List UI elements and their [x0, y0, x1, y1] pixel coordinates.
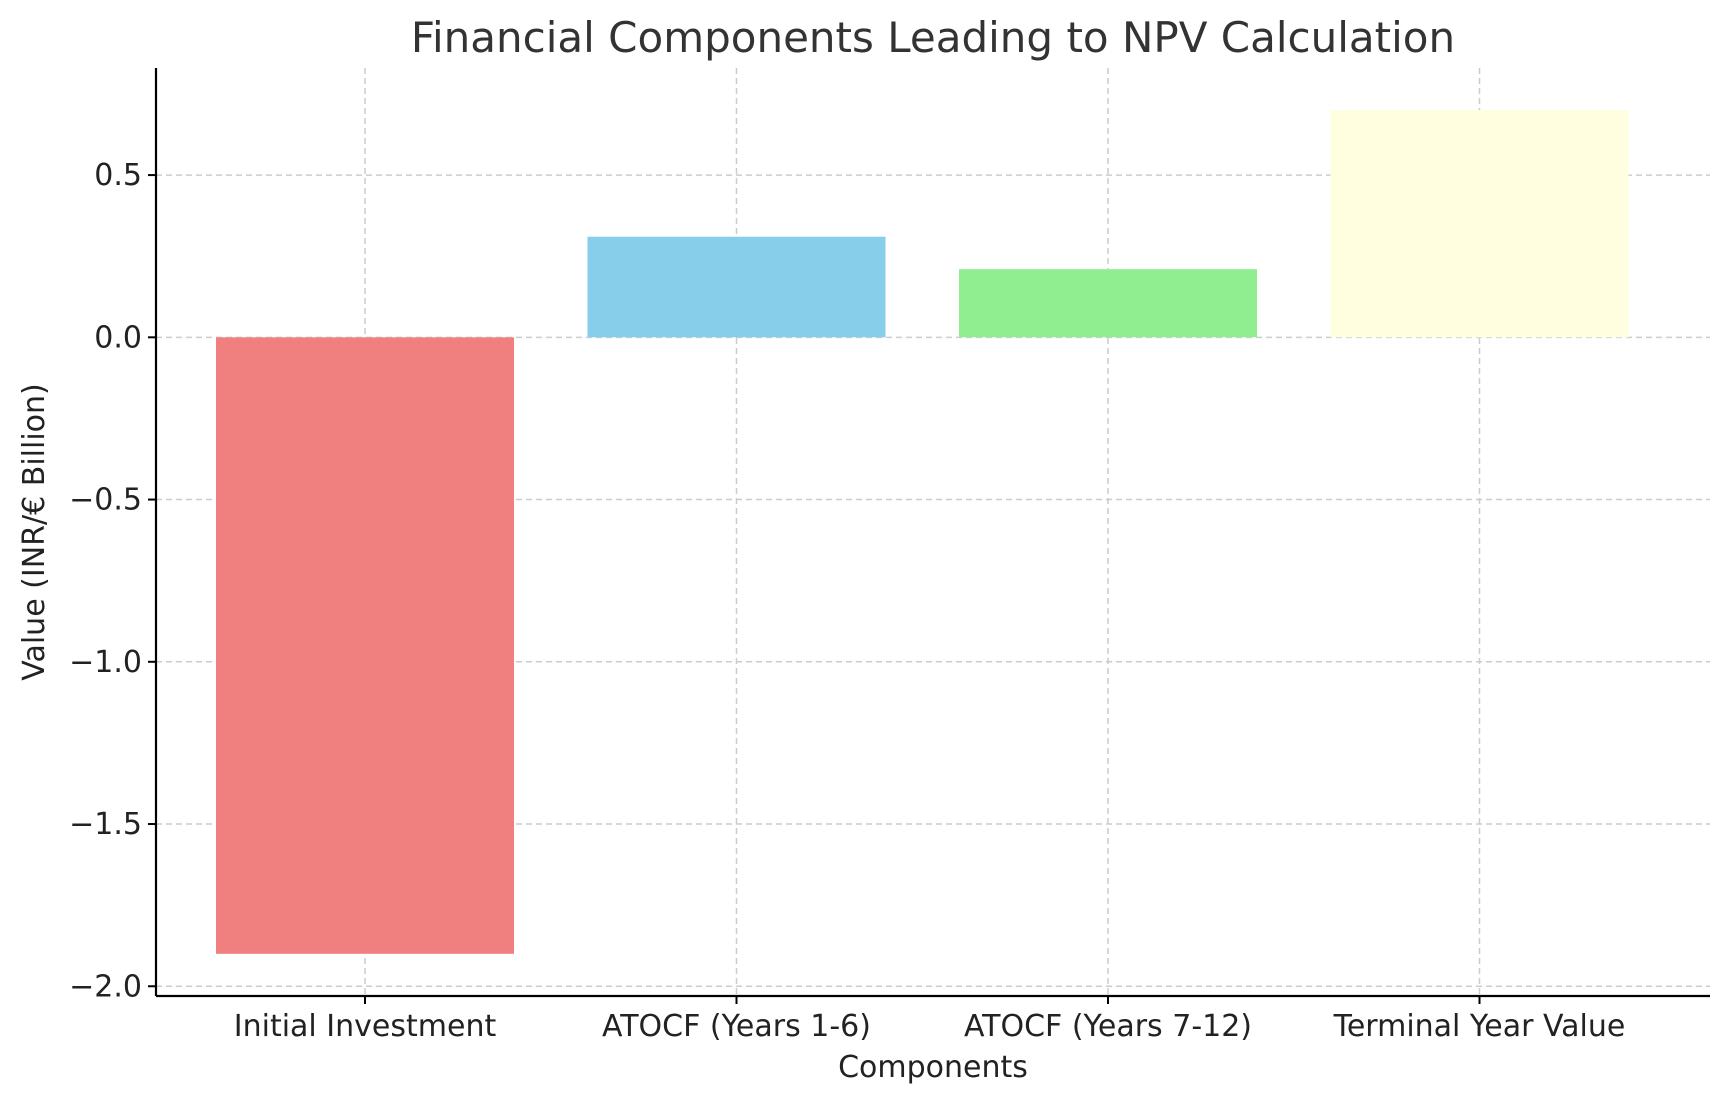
axes	[154, 68, 1710, 998]
y-axis-label: Value (INR/€ Billion)	[17, 383, 52, 680]
chart-title: Financial Components Leading to NPV Calc…	[411, 13, 1455, 62]
y-tick-label: −1.0	[69, 645, 142, 680]
bars	[216, 110, 1629, 954]
bar-terminal-year-value	[1330, 110, 1629, 338]
bar-atocf-years-1-6	[587, 236, 886, 338]
bar-initial-investment	[216, 337, 514, 954]
x-tick-label: ATOCF (Years 1-6)	[602, 1009, 871, 1044]
x-ticks: Initial Investment ATOCF (Years 1-6) ATOCF…	[234, 996, 1626, 1044]
x-tick-label: Terminal Year Value	[1333, 1009, 1626, 1044]
y-tick-label: 0.5	[94, 158, 142, 193]
bar-atocf-years-7-12	[959, 269, 1257, 338]
y-ticks: −2.0 −1.5 −1.0 −0.5 0.0 0.5	[69, 158, 156, 1004]
y-tick-label: −2.0	[69, 969, 142, 1004]
x-axis-label: Components	[838, 1050, 1028, 1085]
y-tick-label: −1.5	[69, 807, 142, 842]
x-tick-label: ATOCF (Years 7-12)	[964, 1009, 1252, 1044]
x-tick-label: Initial Investment	[234, 1009, 497, 1044]
y-tick-label: 0.0	[94, 320, 142, 355]
y-tick-label: −0.5	[69, 483, 142, 518]
